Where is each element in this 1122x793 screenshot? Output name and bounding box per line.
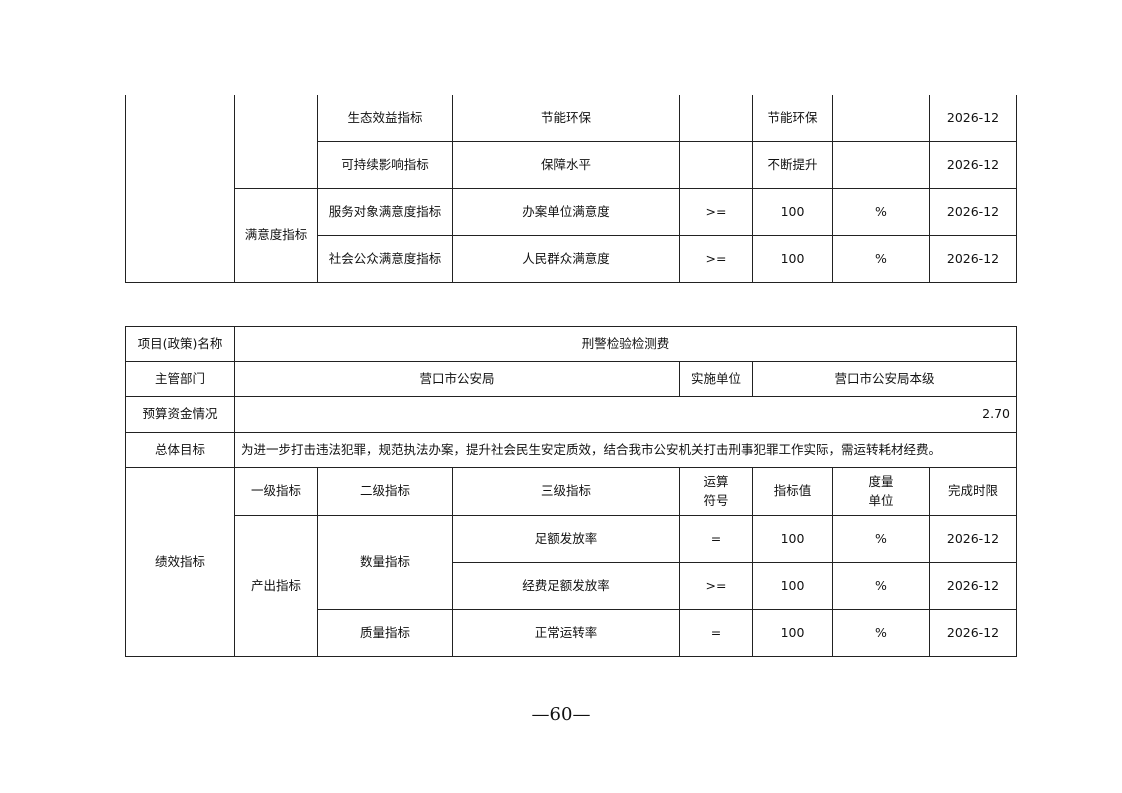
indicator-cell: 经费足额发放率 <box>452 562 680 610</box>
blank-cell <box>125 95 235 283</box>
label-cell: 实施单位 <box>679 361 753 397</box>
level2-cell: 数量指标 <box>317 515 453 610</box>
indicator-cell: 办案单位满意度 <box>452 188 680 236</box>
column-header: 三级指标 <box>452 467 680 516</box>
deadline-cell: 2026-12 <box>929 515 1017 563</box>
label-cell: 绩效指标 <box>125 467 235 657</box>
unit-cell <box>832 141 930 189</box>
deadline-cell: 2026-12 <box>929 235 1017 283</box>
impl-value: 营口市公安局本级 <box>752 361 1017 397</box>
value-cell: 100 <box>752 515 833 563</box>
indicator-cell: 足额发放率 <box>452 515 680 563</box>
operator-cell: = <box>679 609 753 657</box>
unit-cell: % <box>832 609 930 657</box>
deadline-cell: 2026-12 <box>929 609 1017 657</box>
level2-cell: 质量指标 <box>317 609 453 657</box>
deadline-cell: 2026-12 <box>929 188 1017 236</box>
column-header: 完成时限 <box>929 467 1017 516</box>
column-header: 指标值 <box>752 467 833 516</box>
page-number: —60— <box>531 704 591 725</box>
unit-cell <box>832 95 930 142</box>
unit-cell: % <box>832 235 930 283</box>
dept-value: 营口市公安局 <box>234 361 680 397</box>
deadline-cell: 2026-12 <box>929 95 1017 142</box>
column-header: 度量单位 <box>832 467 930 516</box>
column-header: 二级指标 <box>317 467 453 516</box>
unit-cell: % <box>832 188 930 236</box>
unit-cell: % <box>832 562 930 610</box>
blank-cell <box>234 95 318 189</box>
value-cell: 100 <box>752 562 833 610</box>
operator-cell <box>679 95 753 142</box>
unit-cell: % <box>832 515 930 563</box>
deadline-cell: 2026-12 <box>929 562 1017 610</box>
operator-cell: >= <box>679 235 753 283</box>
indicator-cell: 人民群众满意度 <box>452 235 680 283</box>
label-cell: 主管部门 <box>125 361 235 397</box>
indicator-cell: 保障水平 <box>452 141 680 189</box>
deadline-cell: 2026-12 <box>929 141 1017 189</box>
operator-cell: >= <box>679 562 753 610</box>
column-header: 运算符号 <box>679 467 753 516</box>
goal-value: 为进一步打击违法犯罪，规范执法办案，提升社会民生安定质效，结合我市公安机关打击刑… <box>234 432 1017 468</box>
value-cell: 不断提升 <box>752 141 833 189</box>
operator-cell: >= <box>679 188 753 236</box>
level3-cell: 生态效益指标 <box>317 95 453 142</box>
indicator-cell: 正常运转率 <box>452 609 680 657</box>
operator-cell <box>679 141 753 189</box>
label-cell: 预算资金情况 <box>125 396 235 433</box>
operator-cell: = <box>679 515 753 563</box>
level3-cell: 社会公众满意度指标 <box>317 235 453 283</box>
level1-cell: 产出指标 <box>234 515 318 657</box>
column-header-label: 运算符号 <box>703 474 729 508</box>
label-cell: 项目(政策)名称 <box>125 326 235 362</box>
project-name: 刑警检验检测费 <box>234 326 1017 362</box>
indicator-cell: 节能环保 <box>452 95 680 142</box>
column-header: 一级指标 <box>234 467 318 516</box>
value-cell: 节能环保 <box>752 95 833 142</box>
column-header-label: 度量单位 <box>868 474 894 508</box>
value-cell: 100 <box>752 188 833 236</box>
budget-value: 2.70 <box>234 396 1017 433</box>
level3-cell: 可持续影响指标 <box>317 141 453 189</box>
value-cell: 100 <box>752 609 833 657</box>
value-cell: 100 <box>752 235 833 283</box>
label-cell: 总体目标 <box>125 432 235 468</box>
level3-cell: 服务对象满意度指标 <box>317 188 453 236</box>
level2-cell: 满意度指标 <box>234 188 318 283</box>
